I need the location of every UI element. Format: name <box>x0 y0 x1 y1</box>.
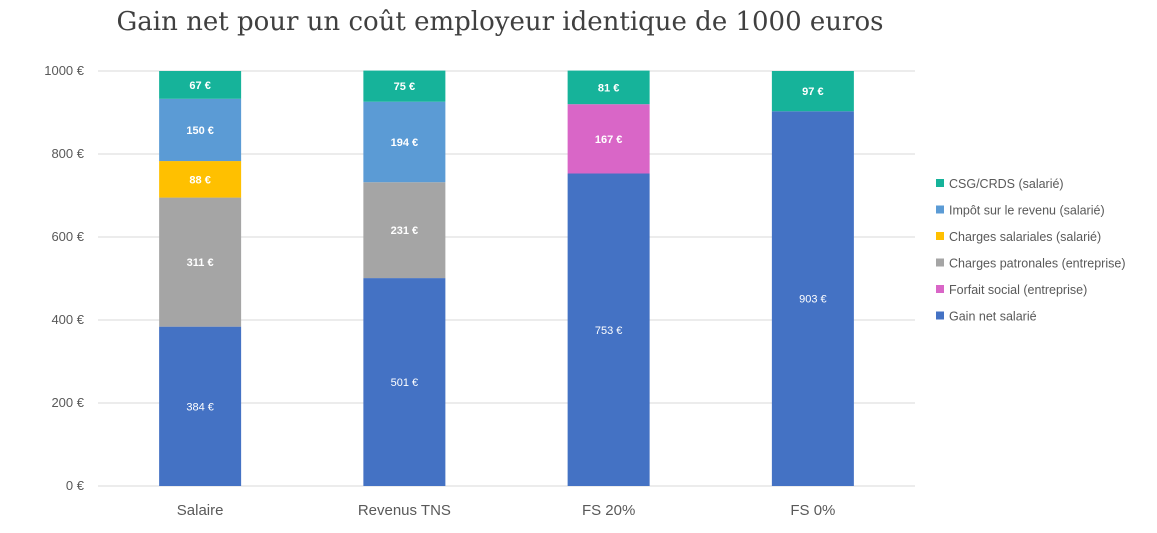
legend-swatch <box>936 232 944 240</box>
bar-segment <box>363 101 446 183</box>
chart-title: Gain net pour un coût employeur identiqu… <box>117 7 884 37</box>
y-tick-label: 400 € <box>51 312 84 327</box>
bar-segment <box>159 161 242 198</box>
legend-swatch <box>936 258 944 267</box>
bar-segment <box>363 278 446 486</box>
data-label: 75 € <box>394 81 415 93</box>
data-label: 88 € <box>189 174 210 186</box>
legend-label: Impôt sur le revenu (salarié) <box>949 204 1105 218</box>
data-label: 501 € <box>391 377 419 389</box>
x-tick-label: Salaire <box>177 502 224 519</box>
x-tick-label: FS 0% <box>790 502 835 519</box>
bar-segment <box>567 104 650 174</box>
y-axis-ticks: 0 € 200 € 400 € 600 € 800 € 1000 € <box>44 63 85 493</box>
data-label: 167 € <box>595 134 623 146</box>
data-label: 231 € <box>391 225 419 237</box>
data-labels: 384 € 311 € 88 € 150 € 67 € 501 € 231 € 194 € 75… <box>186 80 826 413</box>
data-label: 150 € <box>186 125 214 137</box>
data-label: 311 € <box>187 257 214 269</box>
legend-label: CSG/CRDS (salarié) <box>949 177 1064 191</box>
legend-swatch <box>936 179 944 187</box>
legend: CSG/CRDS (salarié) Impôt sur le revenu (s… <box>936 177 1125 324</box>
x-tick-label: FS 20% <box>582 502 635 519</box>
bar-segment <box>771 111 854 486</box>
y-tick-label: 200 € <box>51 395 84 410</box>
bar-segment <box>363 70 446 102</box>
y-tick-label: 600 € <box>51 229 84 244</box>
bars <box>159 70 854 486</box>
bar-segment <box>771 71 854 112</box>
bar-segment <box>159 197 242 327</box>
legend-swatch <box>936 285 944 293</box>
legend-swatch <box>936 205 944 214</box>
data-label: 384 € <box>186 401 214 413</box>
bar-segment <box>567 70 650 105</box>
x-axis-labels: Salaire Revenus TNS FS 20% FS 0% <box>177 502 836 519</box>
data-label: 81 € <box>598 82 619 94</box>
bar-segment <box>159 98 242 162</box>
bar-segment <box>159 326 242 486</box>
data-label: 753 € <box>595 325 623 337</box>
bar-segment <box>159 71 242 99</box>
y-tick-label: 0 € <box>66 478 85 493</box>
y-tick-label: 800 € <box>51 146 84 161</box>
legend-label: Charges patronales (entreprise) <box>949 257 1125 271</box>
data-label: 97 € <box>802 86 823 98</box>
data-label: 194 € <box>391 137 419 149</box>
y-tick-label: 1000 € <box>44 63 85 78</box>
data-label: 67 € <box>189 80 210 92</box>
legend-swatch <box>936 311 944 320</box>
data-label: 903 € <box>799 294 827 306</box>
legend-label: Gain net salarié <box>949 310 1037 324</box>
legend-label: Forfait social (entreprise) <box>949 283 1087 297</box>
legend-label: Charges salariales (salarié) <box>949 230 1101 244</box>
x-tick-label: Revenus TNS <box>358 502 451 519</box>
bar-segment <box>567 173 650 486</box>
bar-segment <box>363 182 446 279</box>
